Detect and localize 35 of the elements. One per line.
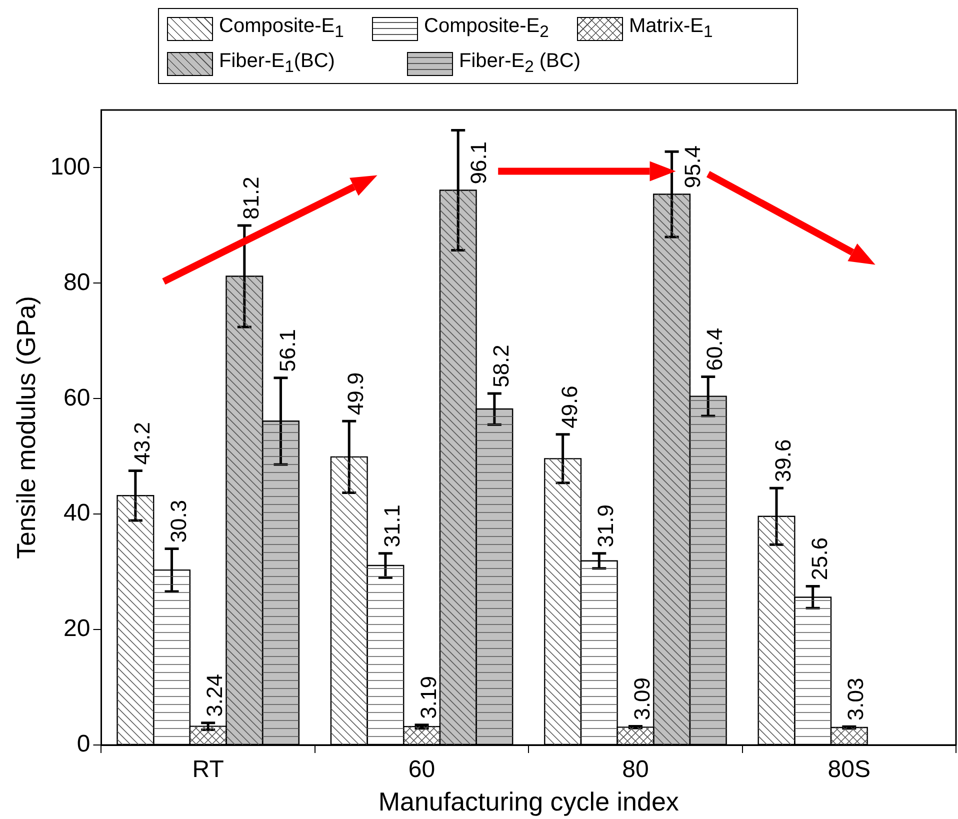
data-label: 58.2 [488,344,514,388]
y-tick-label: 60 [64,384,90,412]
data-label: 25.6 [806,537,832,580]
y-tick-label: 40 [64,500,90,527]
data-label: 49.9 [343,372,368,416]
y-axis-title: Tensile modulus (GPa) [10,296,41,559]
x-tick-label: 80 [622,756,649,784]
legend-label: Matrix-E$_{1}$ [629,15,713,42]
data-label: 3.03 [843,678,868,721]
data-label: 3.24 [202,674,228,717]
data-label: 3.09 [630,677,655,720]
data-label: 96.1 [466,141,492,184]
data-label: 31.1 [380,504,405,548]
data-label: 95.4 [680,145,705,188]
x-tick-label: RT [192,756,224,784]
legend-label: Fiber-E$_{1}$(BC) [219,50,335,77]
y-tick-label: 0 [76,730,90,758]
x-tick-label: 80S [828,756,871,784]
data-label: 3.19 [416,676,441,719]
data-label: 30.3 [166,500,191,543]
x-tick-label: 60 [408,756,436,784]
data-label: 60.4 [702,328,728,371]
legend-label: Fiber-E$_{2}$ (BC) [459,50,581,77]
data-label: 31.9 [593,504,618,548]
data-label: 43.2 [129,422,154,465]
data-label: 49.6 [556,386,582,428]
legend-label: Composite-E$_{1}$ [219,15,344,42]
x-axis-title: Manufacturing cycle index [378,786,679,817]
legend-label: Composite-E$_{2}$ [424,15,549,42]
data-label: 39.6 [770,439,796,482]
data-label: 81.2 [238,176,264,220]
data-label: 56.1 [274,329,300,372]
y-tick-label: 100 [50,153,90,180]
y-tick-label: 20 [64,615,90,642]
y-tick-label: 80 [64,268,90,296]
